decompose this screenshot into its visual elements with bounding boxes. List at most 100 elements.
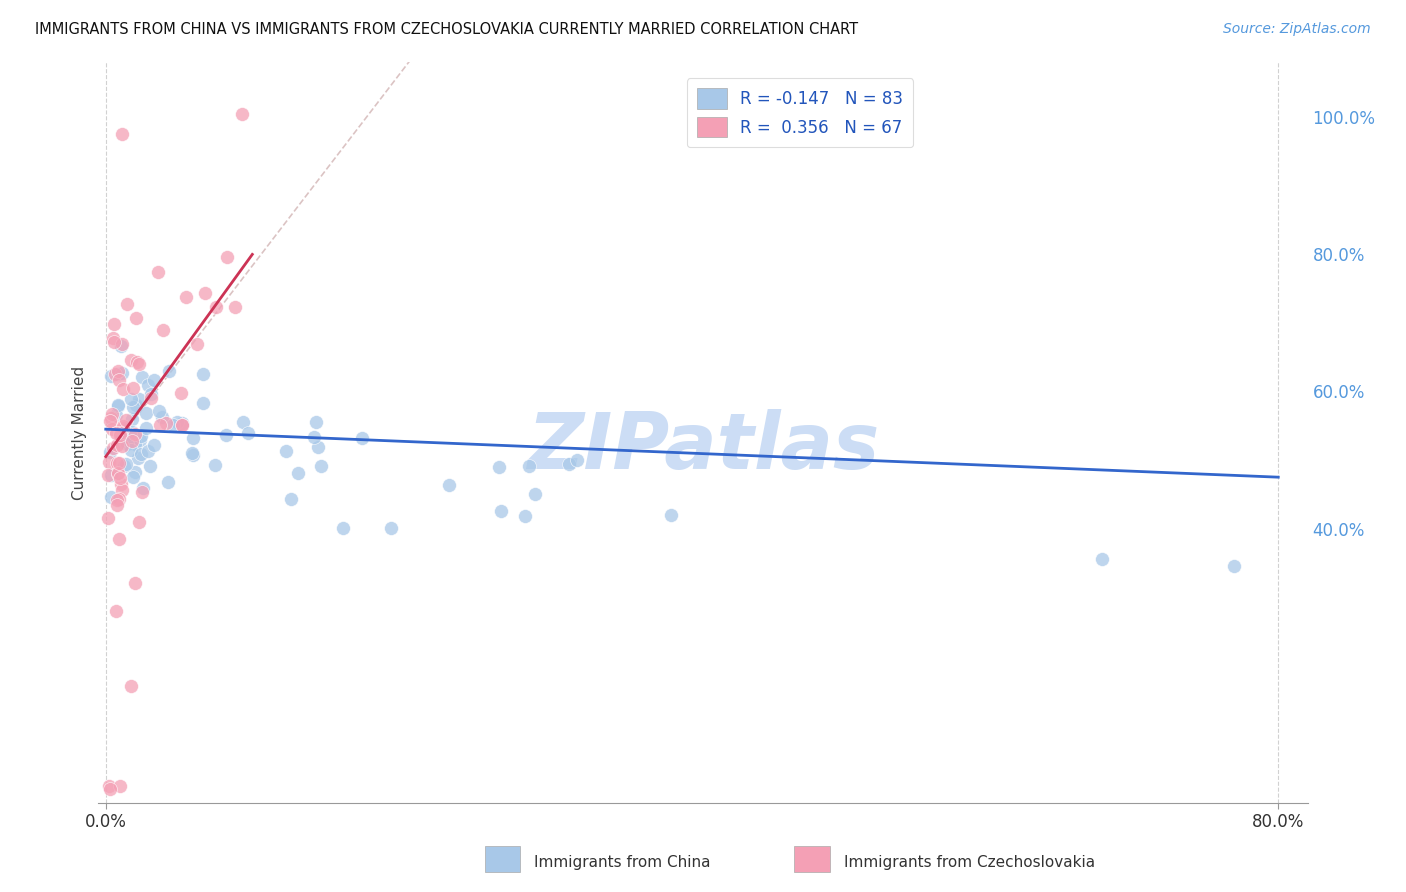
Point [103,331,125,345]
Point [204,458,226,472]
Point [136,443,159,458]
Point [112,458,135,473]
Point [135,420,157,434]
Point [307,440,329,454]
Point [101,442,124,456]
Point [437,478,460,492]
Point [659,508,682,523]
Point [170,416,193,430]
Point [100,410,122,425]
Point [107,367,129,381]
Point [174,290,197,304]
Text: Source: ZipAtlas.com: Source: ZipAtlas.com [1223,22,1371,37]
Point [107,466,129,480]
Point [124,436,146,450]
Point [231,107,253,121]
Point [181,446,204,460]
Point [146,265,169,279]
Point [110,366,132,380]
Point [181,431,204,445]
Point [100,368,122,383]
Point [127,450,149,465]
Point [236,426,259,441]
Point [114,420,136,434]
Point [100,422,122,436]
Point [124,465,146,479]
Point [97,455,120,469]
Point [120,426,142,441]
Point [170,385,193,400]
Point [350,431,373,445]
Point [155,417,177,431]
Point [166,415,188,429]
Point [103,334,125,349]
Point [129,447,152,461]
Point [122,469,145,483]
Point [332,521,354,535]
Point [124,427,146,442]
Point [129,433,152,447]
Point [186,337,208,351]
Point [111,337,134,351]
Point [115,435,138,450]
Point [98,782,121,797]
Point [129,428,152,442]
Point [111,421,134,435]
Point [121,412,143,426]
Point [107,364,129,378]
Point [274,444,297,458]
Point [132,481,155,495]
Point [120,392,142,406]
Point [120,353,142,368]
Point [120,442,142,457]
Point [205,300,228,314]
Point [107,499,129,513]
Point [183,448,205,462]
Point [128,515,150,529]
Text: Immigrants from Czechoslovakia: Immigrants from Czechoslovakia [844,855,1095,870]
Point [115,412,138,426]
Point [565,453,588,467]
Text: Immigrants from China: Immigrants from China [534,855,711,870]
Point [103,317,125,331]
Point [107,467,129,482]
Point [110,431,132,445]
Point [97,467,120,482]
Point [110,428,132,442]
Point [139,387,162,401]
Point [143,438,166,452]
Point [157,364,180,378]
Point [98,445,121,459]
Point [125,310,148,325]
Point [224,301,246,315]
Point [162,417,184,432]
Point [108,532,131,546]
Point [112,435,135,450]
Point [152,323,174,337]
Text: IMMIGRANTS FROM CHINA VS IMMIGRANTS FROM CZECHOSLOVAKIA CURRENTLY MARRIED CORREL: IMMIGRANTS FROM CHINA VS IMMIGRANTS FROM… [35,22,858,37]
Point [110,425,132,440]
Point [101,407,124,421]
Y-axis label: Currently Married: Currently Married [72,366,87,500]
Point [128,392,150,406]
Point [104,604,127,618]
Point [489,504,512,518]
Point [1091,552,1114,566]
Point [513,508,536,523]
Point [488,460,510,475]
Point [172,417,194,432]
Point [125,398,148,412]
Point [135,406,157,420]
Point [191,396,214,410]
Point [105,426,128,441]
Point [305,415,328,429]
Point [128,357,150,371]
Point [148,404,170,418]
Point [142,373,165,387]
Point [110,338,132,352]
Point [97,511,120,525]
Point [170,417,193,432]
Point [524,487,547,501]
Point [287,466,309,480]
Point [111,483,134,497]
